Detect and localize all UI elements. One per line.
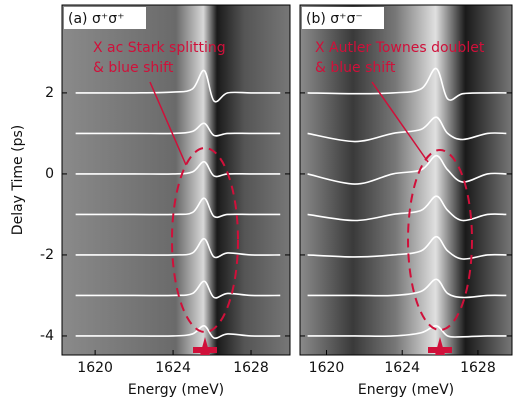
highlight-ellipse [407, 149, 473, 331]
pointer [371, 81, 429, 163]
spectrum-line [307, 116, 507, 143]
pointer [149, 81, 187, 166]
y-tick-label: -2 [40, 247, 54, 263]
spectrum-line [75, 69, 281, 103]
title-box [64, 7, 146, 29]
spectrum-line [75, 280, 281, 299]
plot-background [62, 5, 290, 355]
annotation: & blue shift [93, 60, 174, 76]
annotation: X ac Stark splitting [93, 40, 226, 56]
x-axis-label: Energy (meV) [358, 382, 454, 398]
spectrum-line [307, 325, 507, 338]
x-tick-label: 1620 [309, 360, 345, 376]
y-tick-label: 2 [45, 85, 54, 101]
panel-title: (b) σ⁺σ⁻ [306, 11, 363, 27]
x-tick-label: 1628 [460, 360, 496, 376]
x-tick-label: 1624 [155, 360, 191, 376]
spectrum-line [75, 160, 281, 178]
x-axis-label: Energy (meV) [128, 382, 224, 398]
panel: 1620 1624 1628 Energy (meV) (b) σ⁺σ⁻ X Autler… [299, 4, 513, 398]
spectrum-line [307, 195, 507, 222]
plot-frame [61, 4, 291, 356]
annotation: & blue shift [315, 60, 396, 76]
spectrum-line [307, 67, 507, 101]
pump-arrow [193, 337, 217, 355]
highlight-ellipse [171, 147, 239, 333]
pump-arrow [428, 337, 452, 355]
y-tick-label: -4 [40, 328, 54, 344]
x-tick-label: 1624 [384, 360, 420, 376]
y-tick-label: 0 [45, 166, 54, 182]
annotation: X Autler Townes doublet [315, 40, 485, 56]
title-box [302, 7, 384, 29]
x-tick-label: 1620 [77, 360, 113, 376]
x-tick-label: 1628 [233, 360, 269, 376]
plot-frame [299, 4, 513, 356]
spectrum-line [75, 122, 281, 137]
spectrum-line [75, 237, 281, 259]
spectrum-line [75, 325, 281, 340]
spectrum-line [307, 278, 507, 299]
spectrum-line [307, 154, 507, 185]
panel-title: (a) σ⁺σ⁺ [68, 11, 124, 27]
panel: 1620 1624 1628 2 0 -2 -4 Energy (meV) Delay Time… [10, 4, 291, 398]
spectrum-line [75, 197, 281, 219]
y-axis-label: Delay Time (ps) [10, 125, 26, 235]
spectrum-line [307, 235, 507, 260]
